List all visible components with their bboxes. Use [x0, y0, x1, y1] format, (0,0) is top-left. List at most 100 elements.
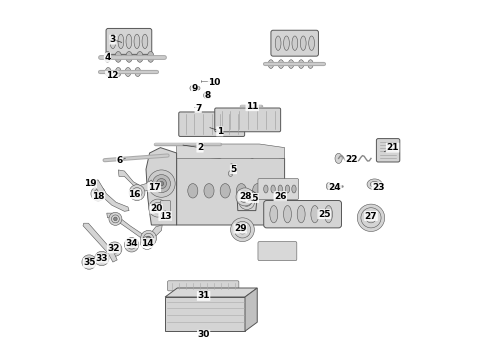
Text: 27: 27 — [365, 212, 377, 220]
Ellipse shape — [125, 68, 131, 77]
Text: 16: 16 — [128, 190, 141, 199]
Ellipse shape — [298, 60, 304, 68]
Circle shape — [87, 260, 91, 264]
Circle shape — [98, 254, 106, 263]
Text: 15: 15 — [246, 194, 258, 202]
Circle shape — [124, 238, 139, 252]
Circle shape — [361, 208, 381, 228]
Circle shape — [152, 175, 171, 193]
Ellipse shape — [300, 36, 306, 50]
Circle shape — [357, 204, 385, 231]
FancyBboxPatch shape — [271, 30, 318, 56]
Circle shape — [156, 179, 167, 189]
Circle shape — [144, 239, 151, 247]
Circle shape — [147, 236, 151, 240]
Ellipse shape — [292, 185, 296, 193]
Ellipse shape — [105, 68, 111, 77]
Polygon shape — [107, 213, 162, 239]
Ellipse shape — [297, 206, 305, 223]
Polygon shape — [146, 148, 176, 225]
Ellipse shape — [278, 60, 284, 68]
Ellipse shape — [311, 206, 319, 223]
Circle shape — [135, 190, 139, 195]
Text: 13: 13 — [159, 212, 171, 220]
Polygon shape — [165, 288, 257, 297]
Circle shape — [130, 243, 133, 247]
Text: 8: 8 — [205, 91, 211, 100]
Text: 34: 34 — [125, 239, 138, 248]
FancyBboxPatch shape — [160, 201, 171, 221]
Circle shape — [107, 242, 122, 256]
Ellipse shape — [278, 185, 282, 193]
Circle shape — [100, 257, 103, 260]
Ellipse shape — [285, 185, 290, 193]
Ellipse shape — [142, 34, 148, 49]
Ellipse shape — [116, 68, 121, 77]
Circle shape — [113, 247, 117, 251]
Polygon shape — [83, 223, 117, 262]
Text: 25: 25 — [318, 210, 330, 219]
Circle shape — [97, 192, 100, 195]
Circle shape — [111, 215, 120, 223]
Text: 10: 10 — [208, 78, 220, 87]
Ellipse shape — [137, 51, 143, 62]
Ellipse shape — [367, 179, 382, 190]
Ellipse shape — [269, 184, 279, 198]
Circle shape — [245, 200, 248, 203]
Circle shape — [231, 218, 254, 242]
Ellipse shape — [326, 183, 331, 190]
Circle shape — [149, 199, 167, 217]
Text: 29: 29 — [234, 224, 246, 233]
Ellipse shape — [284, 206, 292, 223]
Text: 4: 4 — [104, 53, 111, 62]
Circle shape — [148, 170, 175, 197]
Text: 28: 28 — [239, 192, 251, 201]
Text: 18: 18 — [92, 192, 105, 201]
Circle shape — [159, 181, 164, 186]
Polygon shape — [245, 288, 257, 331]
Circle shape — [234, 221, 251, 238]
Ellipse shape — [236, 184, 246, 198]
Circle shape — [205, 94, 209, 97]
Circle shape — [85, 258, 94, 266]
Text: 3: 3 — [110, 35, 116, 44]
Text: 21: 21 — [386, 143, 399, 152]
Ellipse shape — [126, 34, 132, 49]
Circle shape — [132, 188, 142, 198]
Circle shape — [239, 191, 251, 203]
Circle shape — [238, 225, 247, 234]
Text: 32: 32 — [107, 244, 120, 253]
Text: 17: 17 — [148, 183, 161, 192]
Circle shape — [94, 189, 102, 198]
Text: 23: 23 — [372, 183, 385, 192]
Circle shape — [82, 255, 97, 269]
Ellipse shape — [292, 36, 298, 50]
FancyBboxPatch shape — [215, 108, 281, 132]
Text: 24: 24 — [329, 183, 342, 192]
Ellipse shape — [220, 184, 230, 198]
Ellipse shape — [284, 36, 290, 50]
Text: 9: 9 — [192, 84, 198, 93]
Text: 33: 33 — [96, 254, 108, 263]
Circle shape — [141, 230, 156, 246]
Polygon shape — [176, 144, 285, 158]
Circle shape — [369, 216, 373, 220]
Text: 6: 6 — [117, 156, 123, 165]
Circle shape — [91, 186, 105, 201]
Circle shape — [110, 245, 119, 253]
Ellipse shape — [104, 51, 111, 62]
Ellipse shape — [309, 36, 315, 50]
Ellipse shape — [115, 51, 122, 62]
FancyBboxPatch shape — [264, 201, 342, 228]
Polygon shape — [165, 297, 245, 331]
Ellipse shape — [370, 181, 379, 187]
Circle shape — [127, 240, 136, 249]
Circle shape — [144, 233, 153, 243]
Circle shape — [241, 228, 245, 231]
Ellipse shape — [308, 60, 313, 68]
Circle shape — [204, 92, 211, 99]
Ellipse shape — [324, 206, 333, 223]
Text: 20: 20 — [150, 204, 162, 213]
Circle shape — [114, 217, 117, 221]
FancyBboxPatch shape — [376, 139, 400, 162]
